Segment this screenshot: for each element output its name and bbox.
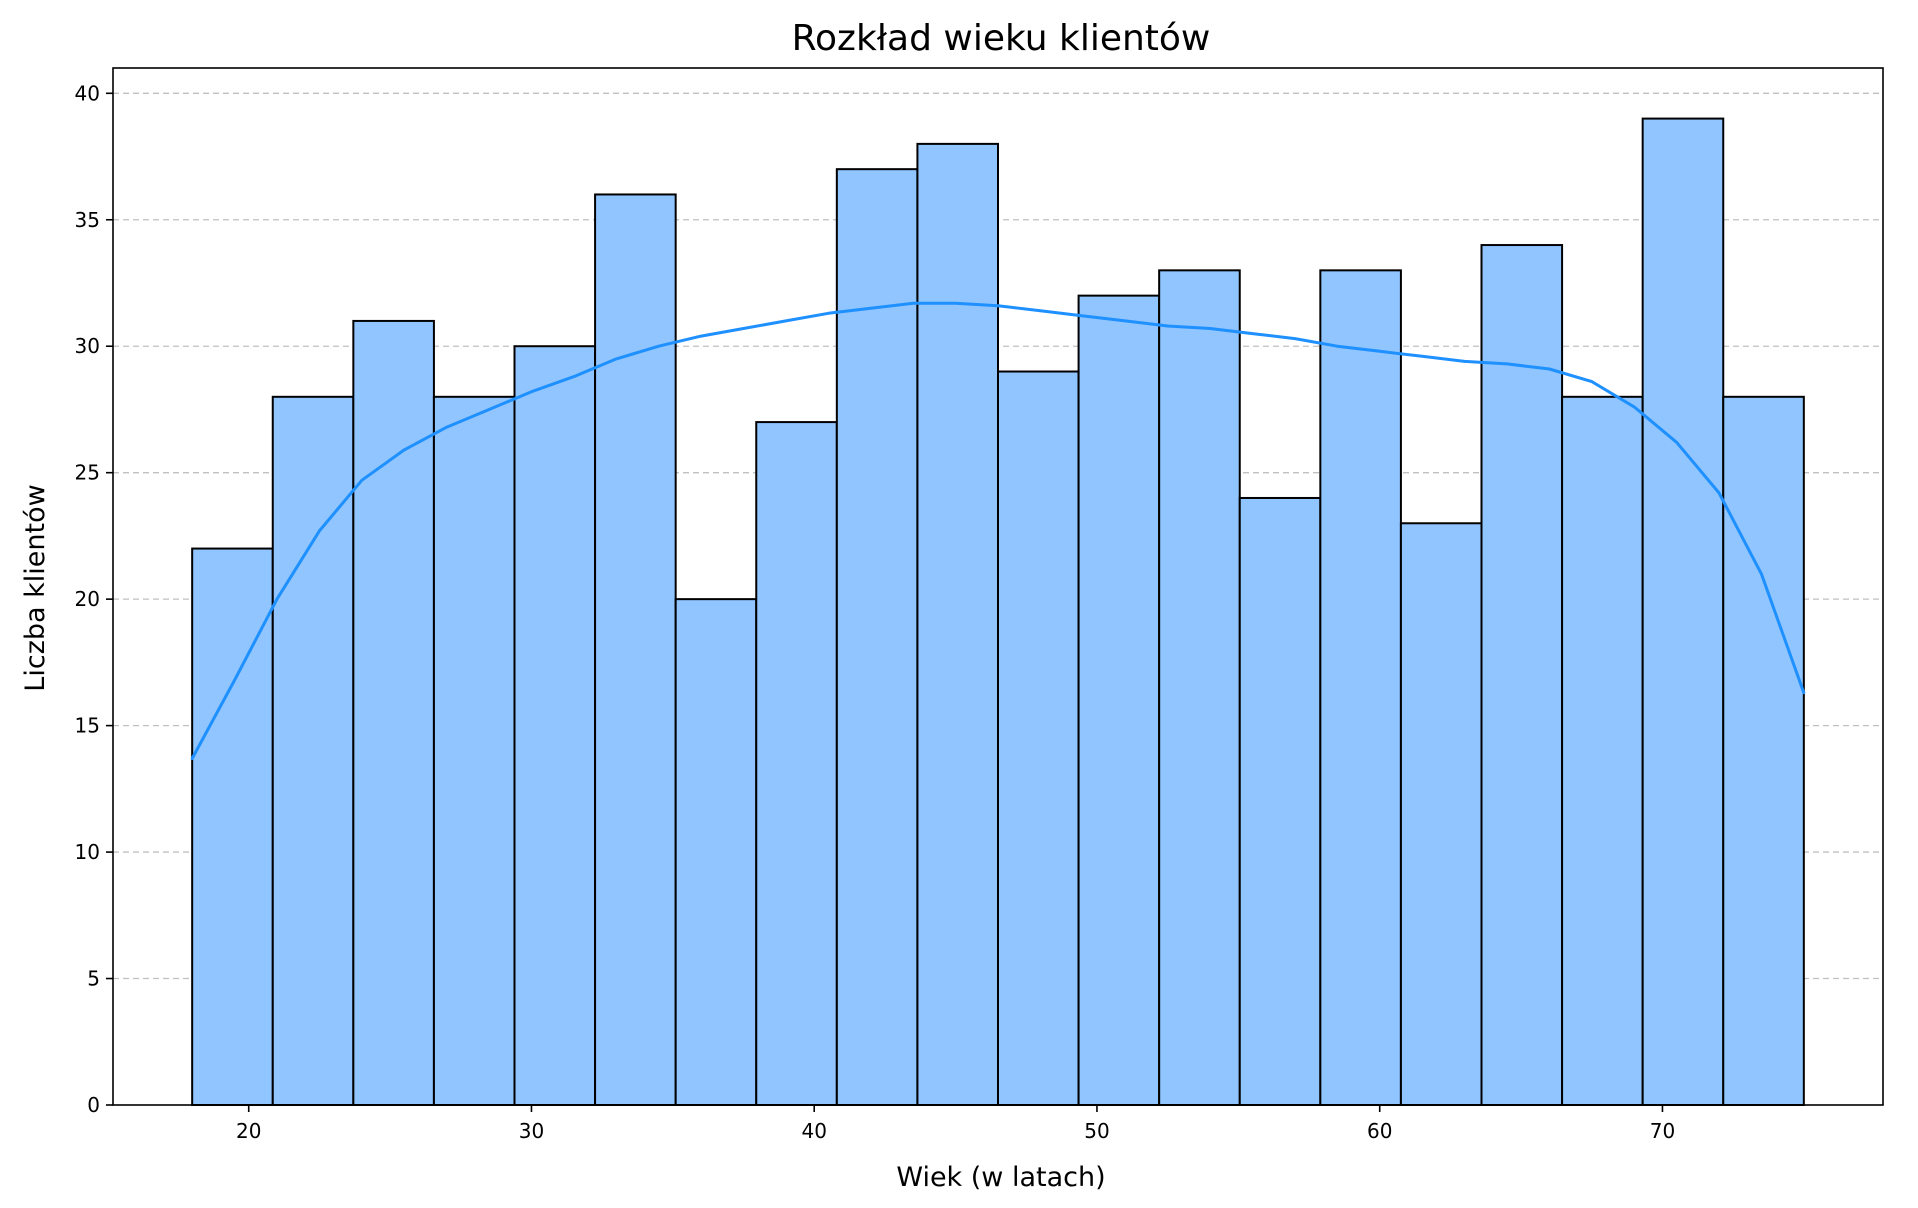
histogram-bar [1399,522,1483,1106]
y-tick-label: 35 [75,208,100,232]
histogram-bar [755,421,838,1107]
histogram-bar [1722,395,1805,1106]
histogram-bar [352,319,435,1106]
y-tick-label: 15 [75,714,100,738]
histogram-bar [1641,117,1725,1106]
histogram-bar [1077,294,1161,1106]
x-tick-label: 40 [801,1119,826,1143]
histogram-bar [191,547,274,1106]
histogram-bar [432,395,516,1106]
y-tick-label: 10 [75,840,100,864]
histogram-bar [674,598,758,1107]
y-tick-label: 20 [75,587,100,611]
x-tick-label: 70 [1650,1119,1675,1143]
histogram-bar [594,193,677,1106]
kde-curve [190,301,1806,760]
histogram-bar [916,142,999,1106]
histogram-bar [997,370,1080,1106]
histogram-bar [1158,269,1241,1106]
y-tick-label: 40 [75,81,100,105]
x-tick-label: 50 [1084,1119,1109,1143]
histogram-bar [513,345,597,1107]
histogram-bar [1561,395,1644,1106]
histogram-bar [271,395,355,1106]
x-axis-label: Wiek (w latach) [896,1162,1105,1193]
histogram-bars [191,117,1805,1107]
y-tick-label: 25 [75,461,100,485]
y-axis-label: Liczba klientów [20,484,51,691]
y-tick-label: 30 [75,334,100,358]
histogram-bar [835,168,919,1107]
histogram-bar [1238,496,1322,1107]
y-tick-label: 0 [87,1093,100,1117]
plot-frame [112,67,1884,1106]
axes [112,67,1884,1106]
y-tick-label: 5 [87,967,100,991]
y-axis-ticks: 0 5 10 15 20 25 30 35 40 [75,81,113,1117]
kde-curve-layer [190,301,1806,760]
histogram-bar [1480,244,1564,1107]
x-tick-label: 60 [1367,1119,1392,1143]
histogram-bar [1319,269,1402,1106]
x-tick-label: 20 [236,1119,261,1143]
chart-title: Rozkład wieku klientów [792,18,1211,59]
x-axis-ticks: 20 30 40 50 60 70 [236,1105,1675,1143]
x-tick-label: 30 [519,1119,544,1143]
